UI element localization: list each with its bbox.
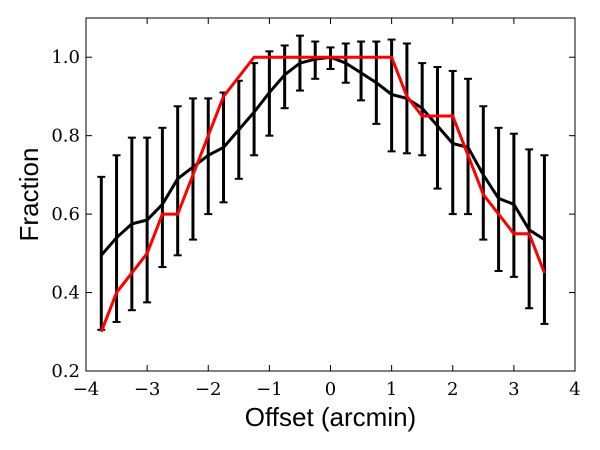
plot-marks [97,34,549,333]
x-tick-label: −4 [73,379,100,400]
x-tick-label: −2 [195,379,222,400]
series-1 [97,34,549,331]
x-axis-title: Offset (arcmin) [245,402,416,432]
x-tick-label: 4 [569,379,580,400]
y-axis-title: Fraction [14,148,44,242]
series-line [100,55,546,257]
plot-frame [85,17,576,372]
axis-ticks: −4 −3 −2 −1 0 1 2 3 4 0.2 0.4 0.6 0.8 1.0 [51,18,581,400]
y-tick-label: 0.6 [51,204,80,225]
y-tick-label: 0.8 [51,126,80,147]
x-tick-label: 0 [325,379,336,400]
y-tick-label: 1.0 [51,47,80,68]
y-tick-label: 0.2 [51,361,80,382]
x-tick-label: −1 [256,379,283,400]
y-tick-label: 0.4 [51,283,80,304]
series-2 [99,55,546,333]
series-line [99,55,546,333]
x-tick-label: 3 [508,379,519,400]
x-tick-label: −3 [134,379,161,400]
x-tick-label: 1 [386,379,397,400]
x-tick-label: 2 [447,379,458,400]
